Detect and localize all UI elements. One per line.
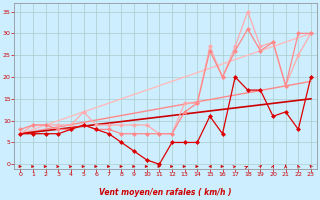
X-axis label: Vent moyen/en rafales ( km/h ): Vent moyen/en rafales ( km/h ) [100, 188, 232, 197]
